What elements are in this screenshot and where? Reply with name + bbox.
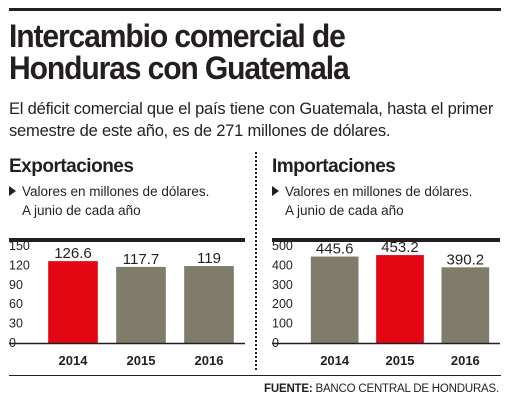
exports-ytick-label: 60 — [9, 297, 23, 311]
source-text: BANCO CENTRAL DE HONDURAS. — [315, 383, 499, 395]
imports-category-label: 2014 — [320, 353, 350, 368]
exports-ytick-label: 120 — [9, 258, 30, 272]
imports-note-line2: A junio de cada año — [285, 203, 404, 218]
imports-ytick-label: 300 — [272, 278, 293, 292]
triangle-bullet-icon — [9, 186, 16, 196]
exports-category-label: 2015 — [127, 353, 156, 368]
exports-bar — [116, 266, 166, 343]
source-note: FUENTE: BANCO CENTRAL DE HONDURAS. — [264, 383, 499, 395]
imports-bar — [441, 267, 490, 343]
imports-chart: 0100200300400500445.62014453.22015390.22… — [272, 239, 500, 368]
imports-ytick-label: 200 — [272, 297, 293, 311]
page-title: Intercambio comercial de Honduras con Gu… — [9, 20, 470, 84]
exports-ytick-label: 90 — [9, 278, 23, 292]
exports-note-line1: Valores en millones de dólares. — [22, 184, 210, 199]
imports-bar — [376, 255, 424, 343]
exports-ytick-label: 150 — [9, 239, 30, 253]
source-label: FUENTE: — [264, 383, 313, 395]
imports-note: Valores en millones de dólares. A junio … — [272, 182, 472, 220]
imports-chart-rule — [272, 238, 500, 242]
panel-divider — [255, 152, 257, 370]
title-line-1: Intercambio comercial de — [9, 18, 346, 54]
exports-bar — [184, 266, 234, 343]
exports-value-label: 126.6 — [54, 245, 92, 262]
imports-value-label: 445.6 — [316, 241, 354, 258]
imports-title: Importaciones — [272, 156, 396, 177]
imports-ytick-label: 500 — [272, 239, 293, 253]
imports-value-label: 390.2 — [447, 251, 485, 268]
triangle-bullet-icon — [272, 186, 279, 196]
imports-bar — [310, 256, 359, 343]
imports-ytick-label: 400 — [272, 258, 293, 272]
exports-category-label: 2016 — [195, 353, 224, 368]
imports-category-label: 2016 — [451, 353, 480, 368]
exports-title: Exportaciones — [9, 156, 134, 177]
imports-category-label: 2015 — [386, 353, 415, 368]
exports-note: Valores en millones de dólares. A junio … — [9, 182, 209, 220]
title-line-2: Honduras con Guatemala — [9, 50, 350, 86]
exports-category-label: 2014 — [59, 353, 89, 368]
exports-value-label: 117.7 — [123, 251, 159, 268]
exports-value-label: 119 — [197, 250, 221, 267]
bottom-rule — [9, 375, 501, 376]
imports-ytick-label: 100 — [272, 317, 293, 331]
top-rule — [9, 8, 501, 11]
subtitle: El déficit comercial que el país tiene c… — [9, 100, 494, 140]
imports-note-line1: Valores en millones de dólares. — [285, 184, 473, 199]
imports-value-label: 453.2 — [381, 239, 419, 256]
exports-note-line2: A junio de cada año — [22, 203, 141, 218]
exports-bar — [48, 261, 98, 343]
exports-chart-rule — [9, 238, 245, 242]
exports-ytick-label: 30 — [9, 317, 23, 331]
